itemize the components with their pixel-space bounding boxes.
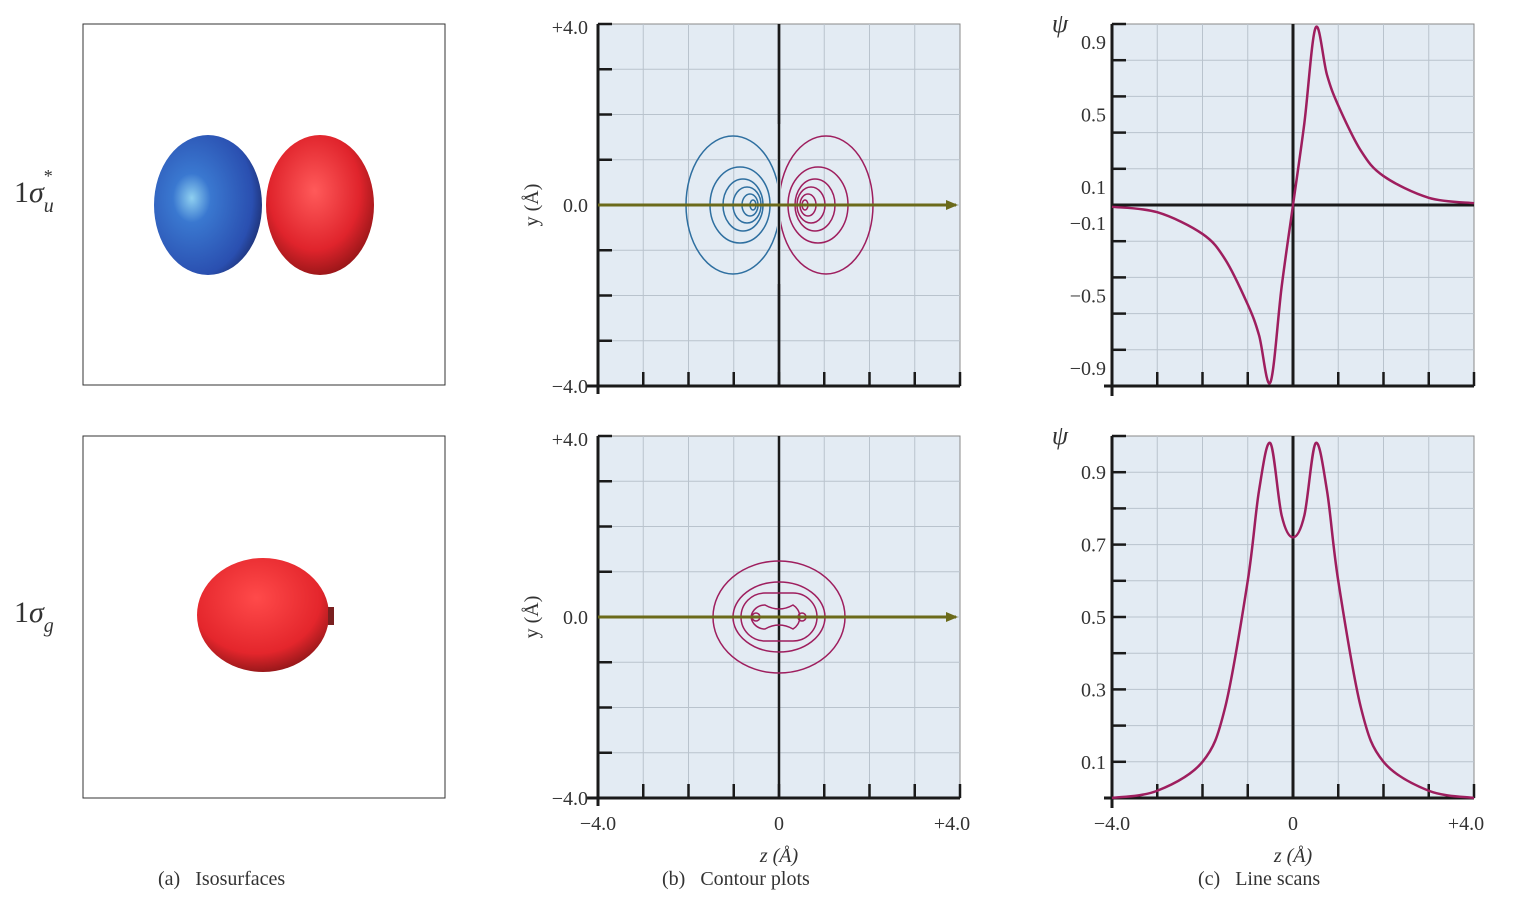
y-tick-label: 0.1 [1081,177,1106,199]
isosurface-red-lobe [266,135,374,275]
row-label-sigma-u-star: 1σu * [14,166,54,217]
y-axis-label: y (Å) [521,184,543,227]
y-tick-label-top: +4.0 [552,429,588,451]
contour-plot-sigma-u-star: +4.0 0.0 −4.0 y (Å) [521,17,962,398]
caption-b: (b) Contour plots [662,868,810,890]
caption-c: (c) Line scans [1198,868,1321,890]
line-scan-sigma-g: 0.9 0.7 0.5 0.3 0.1 ψ −4.0 0 +4.0 z (Å) [1052,421,1484,867]
isosurface-sigma-u-star [154,135,374,275]
x-tick-label-right: +4.0 [1448,813,1484,835]
y-tick-label-bottom: −4.0 [552,376,588,398]
y-tick-label: 0.5 [1081,105,1106,127]
isosurface-box-top [82,23,446,386]
caption-a: (a) Isosurfaces [158,868,286,890]
x-axis-label: z (Å) [1273,845,1313,867]
psi-axis-symbol: ψ [1052,9,1069,38]
isosurface-red-bonding [197,558,329,672]
y-tick-label: 0.7 [1081,535,1106,557]
y-tick-label-bottom: −4.0 [552,788,588,810]
x-axis-label: z (Å) [759,845,799,867]
row-label-sigma-g: 1σg [14,596,54,637]
y-tick-label: −0.5 [1070,286,1106,308]
psi-axis-symbol: ψ [1052,421,1069,450]
y-tick-label: −0.1 [1070,213,1106,235]
x-tick-label-left: −4.0 [1094,813,1130,835]
x-tick-label-mid: 0 [774,813,784,835]
line-scan-sigma-u-star: 0.9 0.5 0.1 −0.1 −0.5 −0.9 ψ [1052,9,1476,396]
x-tick-label-left: −4.0 [580,813,616,835]
y-tick-label: 0.1 [1081,752,1106,774]
y-tick-label-mid: 0.0 [563,607,588,629]
isosurface-blue-lobe [154,135,262,275]
y-axis-label: y (Å) [521,596,543,639]
x-tick-label-mid: 0 [1288,813,1298,835]
y-tick-label: 0.3 [1081,679,1106,701]
contour-plot-sigma-g: +4.0 0.0 −4.0 y (Å) −4.0 0 +4.0 z (Å) [521,429,970,867]
x-tick-label-right: +4.0 [934,813,970,835]
y-tick-label: −0.9 [1070,358,1106,380]
y-tick-label: 0.9 [1081,32,1106,54]
y-tick-label-top: +4.0 [552,17,588,39]
y-tick-label: 0.5 [1081,607,1106,629]
isosurface-sigma-g [197,558,334,672]
y-tick-label: 0.9 [1081,462,1106,484]
y-tick-label-mid: 0.0 [563,195,588,217]
